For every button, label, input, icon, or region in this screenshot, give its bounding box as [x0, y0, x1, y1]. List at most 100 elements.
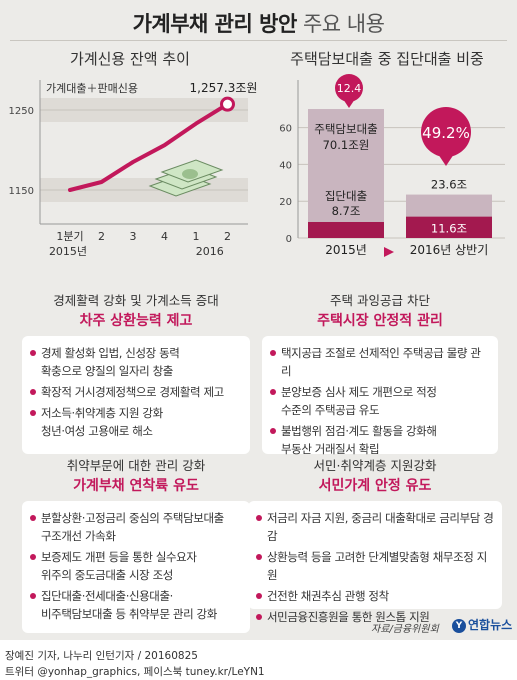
section-heading: 경제활력 강화 및 가계소득 증대 [53, 293, 219, 308]
section-subheading: 서민가계 안정 유도 [318, 478, 432, 494]
section-subheading: 가계부채 연착륙 유도 [73, 478, 199, 494]
bullet-text: 택지공급 조절로 선제적인 주택공급 물량 관리 [281, 346, 481, 378]
bar-value-label: 8.7조 [332, 204, 361, 218]
bullet-text: 확장적 거시경제정책으로 경제활력 제고 [41, 385, 224, 399]
bullet-dot-icon [270, 389, 276, 395]
bullet-dot-icon [30, 593, 36, 599]
bullet-text: 보증제도 개편 등을 통한 실수요자 [41, 550, 197, 564]
bullet-dot-icon [30, 515, 36, 521]
bullet-item: 집단대출·전세대출·신용대출· 비주택담보대출 등 취약부문 관리 강화 [30, 587, 242, 623]
arrow-right-icon [384, 247, 394, 257]
y-tick-label: 0 [286, 234, 292, 245]
title-divider [10, 40, 507, 41]
share-bubble-circle [421, 107, 471, 157]
bullet-text: 청년·여성 고용애로 해소 [41, 424, 153, 438]
share-label: 49.2% [422, 124, 470, 142]
bar-group-loan [308, 221, 384, 238]
bullet-text: 수준의 주택공급 유도 [281, 403, 380, 417]
x-tick-label: 1분기 [56, 230, 83, 243]
bullet-item: 서민금융진흥원을 통한 원스톱 지원 [256, 608, 494, 626]
bullet-text: 서민금융진흥원을 통한 원스톱 지원 [267, 610, 430, 624]
bullet-dot-icon [30, 389, 36, 395]
page-title: 가계부채 관리 방안 주요 내용 [0, 8, 517, 38]
bullet-text: 경제 활성화 입법, 신성장 동력 [41, 346, 180, 360]
x-tick-label: 4 [161, 230, 168, 243]
bullet-item: 저금리 자금 지원, 중금리 대출확대로 금리부담 경감 [256, 509, 494, 545]
source-note: 자료/금융위원회 [371, 624, 439, 635]
y-tick-label: 60 [279, 124, 292, 135]
share-label: 12.4 [337, 82, 362, 95]
bullet-text: 확충으로 양질의 일자리 창출 [41, 364, 173, 378]
bullet-item: 분할상환·고정금리 중심의 주택담보대출 구조개선 가속화 [30, 509, 242, 545]
bullet-item: 상환능력 등을 고려한 단계별맞춤형 채무조정 지원 [256, 548, 494, 584]
money-seal [182, 169, 198, 179]
section-card: 분할상환·고정금리 중심의 주택담보대출 구조개선 가속화 보증제도 개편 등을 통… [22, 501, 250, 633]
x-year-label: 2015년 [49, 245, 87, 258]
bullet-dot-icon [270, 350, 276, 356]
share-bubble-pointer [343, 99, 355, 108]
bullet-dot-icon [256, 515, 262, 521]
section-heading: 서민·취약계층 지원강화 [313, 458, 437, 473]
share-bubble: 49.2% [421, 107, 471, 166]
share-bubble-circle [335, 74, 363, 102]
bar-mortgage [308, 109, 384, 239]
section-subheading: 주택시장 안정적 관리 [317, 313, 443, 329]
y-tick-label: 20 [279, 197, 292, 208]
series-label: 가계대출＋판매신용 [46, 82, 138, 95]
end-point [220, 96, 235, 112]
bullet-text: 비주택담보대출 등 취약부문 관리 강화 [41, 607, 217, 621]
bullet-dot-icon [256, 593, 262, 599]
y-tick-label: 40 [279, 160, 292, 171]
y-tick-label: 1250 [9, 106, 34, 117]
money-stack-icon [148, 159, 224, 197]
bullet-dot-icon [30, 350, 36, 356]
footer-credit: 장예진 기자, 나누리 인턴기자 / 20160825 [5, 650, 198, 662]
logo-text: 연합뉴스 [468, 618, 513, 632]
bullet-dot-icon [30, 554, 36, 560]
section-subheading: 차주 상환능력 제고 [79, 313, 193, 329]
bullet-dot-icon [30, 410, 36, 416]
x-tick-label: 2 [98, 230, 105, 243]
bullet-text: 집단대출·전세대출·신용대출· [41, 589, 173, 603]
series-line [68, 102, 230, 192]
bar-chart-title: 주택담보대출 중 집단대출 비중 [290, 50, 484, 68]
bullet-item: 확장적 거시경제정책으로 경제활력 제고 [30, 383, 242, 401]
bullet-text: 상환능력 등을 고려한 단계별맞춤형 채무조정 지원 [267, 550, 487, 582]
x-tick-label: 3 [130, 230, 137, 243]
bullet-dot-icon [256, 614, 262, 620]
bullet-text: 저금리 자금 지원, 중금리 대출확대로 금리부담 경감 [267, 511, 494, 543]
x-year-label: 2016 [196, 245, 224, 258]
category-label: 2015년 [325, 243, 367, 257]
line-chart-title: 가계신용 잔액 추이 [70, 50, 190, 68]
footer-social: 트위터 @yonhap_graphics, 페이스북 tuney.kr/LeYN… [5, 666, 265, 678]
bullet-text: 건전한 채권추심 관행 정착 [267, 589, 389, 603]
yonhap-logo: Y 연합뉴스 [452, 616, 512, 633]
bullet-item: 불법행위 점검·계도 활동을 강화해 부동산 거래질서 확립 [270, 422, 490, 458]
bullet-text: 위주의 중도금대출 시장 조성 [41, 568, 173, 582]
y-tick-label: 1150 [9, 186, 34, 197]
category-label: 2016년 상반기 [410, 243, 489, 257]
bullet-dot-icon [270, 428, 276, 434]
section-heading: 주택 과잉공급 차단 [330, 293, 430, 308]
yonhap-logo-icon: Y [452, 618, 466, 633]
bullet-item: 건전한 채권추심 관행 정착 [256, 587, 494, 605]
bullet-text: 저소득·취약계층 지원 강화 [41, 406, 163, 420]
bar-value-label: 70.1조원 [323, 138, 370, 152]
bullet-dot-icon [256, 554, 262, 560]
bar-series-label: 집단대출 [325, 189, 367, 203]
bullet-text: 분할상환·고정금리 중심의 주택담보대출 [41, 511, 224, 525]
x-tick-label: 1 [193, 230, 200, 243]
title-main: 가계부채 관리 방안 [132, 12, 298, 36]
bullet-text: 분양보증 심사 제도 개편으로 적정 [281, 385, 437, 399]
bullet-text: 부동산 거래질서 확립 [281, 442, 380, 456]
bullet-item: 택지공급 조절로 선제적인 주택공급 물량 관리 [270, 344, 490, 380]
bar-group-loan [406, 216, 492, 238]
line-chart: 1250 1150 가계대출＋판매신용 1,257.3조원 1분기 2 3 4 1 2 2015년 2… [9, 80, 257, 258]
